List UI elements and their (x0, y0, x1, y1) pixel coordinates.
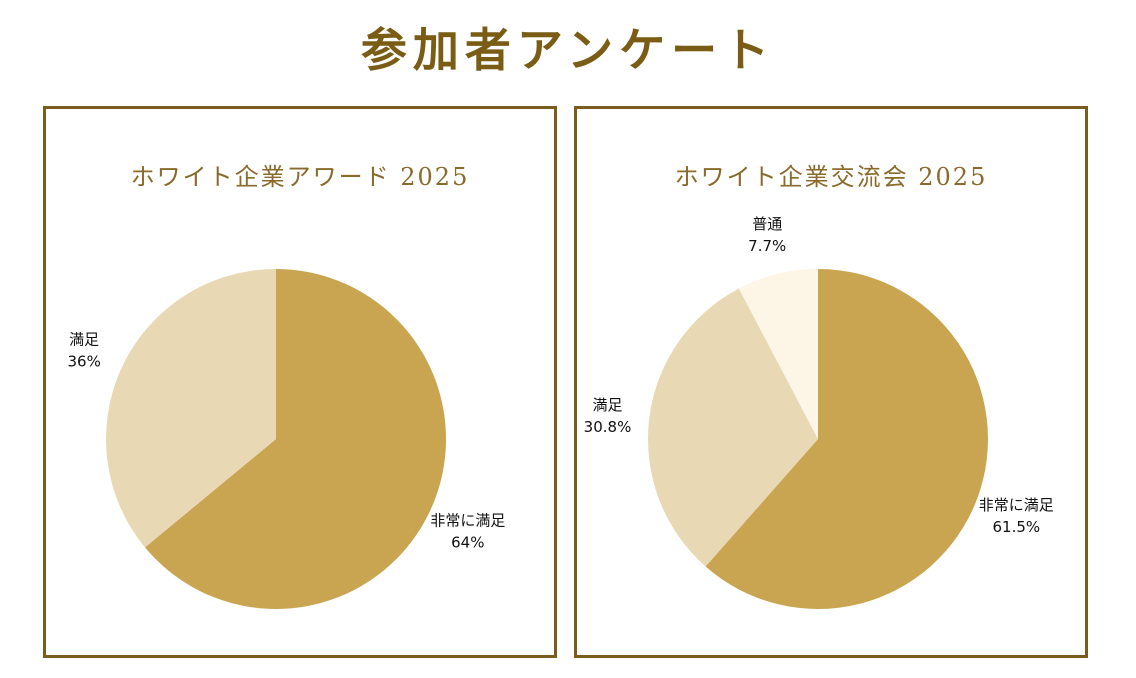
pie-label-name-0-1: 満足 (69, 331, 99, 349)
pie-label-1-1: 満足 30.8% (584, 396, 632, 436)
pie-label-name-1-0: 非常に満足 (979, 496, 1054, 514)
page-title: 参加者アンケート (360, 23, 776, 77)
chart-panel-exchange: ホワイト企業交流会 2025 非常に満足 61.5% 満足 30.8% 普通 7.7% (574, 106, 1088, 658)
chart-panel-award: ホワイト企業アワード 2025 非常に満足 64% 満足 36% (43, 106, 557, 658)
pie-slice-1-1 (647, 288, 818, 567)
pie-label-0-0: 非常に満足 64% (430, 511, 505, 551)
pie-slice-0-0 (145, 269, 446, 609)
pie-label-value-0-1: 36% (68, 353, 101, 371)
chart-title-award: ホワイト企業アワード 2025 (130, 163, 470, 191)
pie-label-value-1-2: 7.7% (748, 237, 786, 255)
pie-label-1-2: 普通 7.7% (748, 215, 786, 255)
chart-title-exchange: ホワイト企業交流会 2025 (674, 163, 988, 191)
pie-label-1-0: 非常に満足 61.5% (979, 496, 1054, 536)
pie-label-name-1-2: 普通 (752, 215, 782, 233)
pie-label-value-1-1: 30.8% (584, 418, 632, 436)
pie-label-value-1-0: 61.5% (992, 518, 1040, 536)
pie-chart-award: 非常に満足 64% 満足 36% (68, 269, 505, 609)
pie-slice-0-1 (105, 269, 276, 548)
pie-label-name-0-0: 非常に満足 (430, 511, 505, 529)
pie-label-value-0-0: 64% (451, 533, 484, 551)
pie-label-name-1-1: 満足 (593, 396, 623, 414)
pie-chart-exchange: 非常に満足 61.5% 満足 30.8% 普通 7.7% (584, 215, 1054, 609)
pie-label-0-1: 満足 36% (68, 331, 101, 371)
pie-slice-1-0 (705, 269, 988, 609)
pie-slice-1-2 (738, 269, 818, 439)
